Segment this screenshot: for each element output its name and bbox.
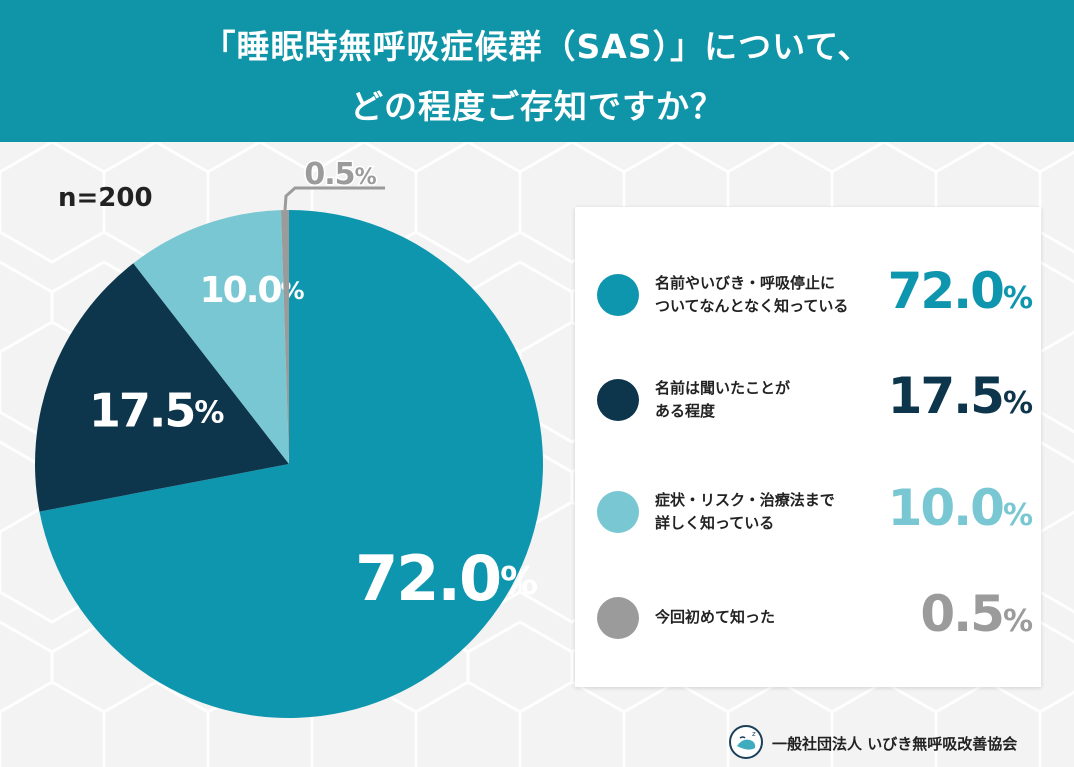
footer-organization: z 一般社団法人 いびき無呼吸改善協会: [728, 724, 1058, 764]
legend-value-number: 10.0: [887, 479, 1005, 537]
organization-name: 一般社団法人 いびき無呼吸改善協会: [772, 735, 1018, 753]
pie-slice-first-time: [281, 210, 289, 464]
legend-value-number: 0.5: [920, 585, 1005, 643]
legend-label-line2: ある程度: [655, 402, 716, 420]
pie-slice-heard-name: [35, 263, 289, 512]
legend-value-unit: %: [1002, 498, 1033, 533]
legend-item-heard-name: 名前は聞いたことが ある程度 17.5%: [575, 357, 1041, 447]
title-line-1: 「睡眠時無呼吸症候群（SAS）」について、: [202, 27, 872, 66]
legend-item-know-somewhat: 名前やいびき・呼吸停止に ついてなんとなく知っている 72.0%: [575, 252, 1041, 342]
pie-label-know-details: 10.0%: [200, 270, 305, 311]
legend-value-heard-name: 17.5%: [888, 367, 1033, 425]
pie-label-know-somewhat: 72.0%: [355, 542, 538, 615]
legend-label-heard-name: 名前は聞いたことが ある程度: [655, 377, 885, 423]
pie-label-heard-name: 17.5%: [89, 383, 225, 437]
pie-chart: 72.0% 17.5% 10.0% 0.5%: [35, 156, 543, 718]
legend-value-number: 72.0: [887, 262, 1005, 320]
legend-dot-heard-name: [597, 379, 639, 421]
svg-text:z: z: [752, 730, 756, 738]
legend-value-unit: %: [1002, 604, 1033, 639]
legend-label-know-somewhat: 名前やいびき・呼吸停止に ついてなんとなく知っている: [655, 272, 885, 318]
sample-size-label: n=200: [58, 183, 153, 213]
legend-value-unit: %: [1002, 281, 1033, 316]
legend-label-line2: 詳しく知っている: [655, 514, 775, 532]
legend-panel: 名前やいびき・呼吸停止に ついてなんとなく知っている 72.0% 名前は聞いたこ…: [575, 207, 1041, 687]
legend-value-know-somewhat: 72.0%: [888, 262, 1033, 320]
legend-label-line1: 名前やいびき・呼吸停止に: [655, 274, 836, 292]
legend-label-line1: 名前は聞いたことが: [655, 379, 791, 397]
legend-label-line1: 今回初めて知った: [655, 608, 776, 626]
legend-item-first-time: 今回初めて知った 0.5%: [575, 575, 1041, 665]
legend-label-line1: 症状・リスク・治療法まで: [655, 491, 835, 509]
legend-dot-know-somewhat: [597, 274, 639, 316]
legend-value-unit: %: [1002, 386, 1033, 421]
legend-label-first-time: 今回初めて知った: [655, 606, 885, 629]
legend-dot-know-details: [597, 491, 639, 533]
title-line-2: どの程度ご存知ですか？: [350, 87, 724, 126]
legend-value-first-time: 0.5%: [920, 585, 1033, 643]
legend-item-know-details: 症状・リスク・治療法まで 詳しく知っている 10.0%: [575, 469, 1041, 559]
legend-label-line2: ついてなんとなく知っている: [655, 297, 849, 315]
legend-dot-first-time: [597, 597, 639, 639]
legend-label-know-details: 症状・リスク・治療法まで 詳しく知っている: [655, 489, 885, 535]
legend-value-know-details: 10.0%: [888, 479, 1033, 537]
sleeping-face-logo-icon: z: [729, 725, 763, 759]
pie-slice-know-details: [133, 210, 289, 464]
pie-label-first-time: 0.5%: [304, 157, 376, 192]
pie-slice-know-somewhat: [39, 210, 543, 718]
pie-leader-line-first-time: [283, 186, 386, 211]
header-banner: 「睡眠時無呼吸症候群（SAS）」について、 どの程度ご存知ですか？: [0, 0, 1074, 142]
legend-value-number: 17.5: [887, 367, 1005, 425]
